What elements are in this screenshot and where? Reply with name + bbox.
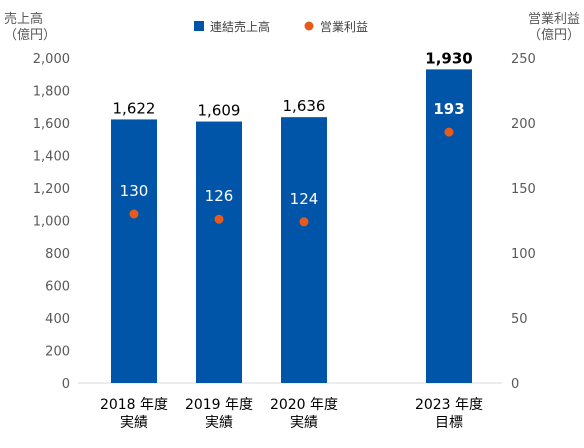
y-left-tick-label: 600 [45,280,70,295]
legend-marker-square [194,21,204,31]
sales-bar [196,121,242,383]
legend-label: 連結売上高 [210,19,270,34]
operating-profit-value-label: 126 [205,187,234,205]
legend-label: 営業利益 [320,20,368,34]
sales-bar [281,117,327,384]
operating-profit-value-label: 124 [290,190,319,208]
y-right-tick-label: 250 [511,52,536,67]
category-label: 実績 [205,415,233,431]
category-label: 実績 [290,415,318,431]
operating-profit-point [444,127,454,137]
sales-bar [111,119,157,384]
operating-profit-value-label: 193 [433,100,464,118]
category-label: 2023 年度 [415,397,483,413]
y-right-tick-label: 0 [511,377,519,392]
y-left-axis-title-line: 売上高 [4,11,43,27]
sales-bar [426,69,472,383]
y-left-tick-label: 1,600 [33,117,70,132]
operating-profit-point [299,217,309,227]
y-right-axis-title-line: 営業利益 [528,11,580,27]
sales-bar-value-label: 1,622 [113,99,156,117]
operating-profit-point [129,209,139,219]
y-right-tick-label: 150 [511,182,536,197]
axes-layer: 売上高（億円）営業利益（億円）02004006008001,0001,2001,… [4,11,580,431]
legend-marker-circle [304,21,314,31]
sales-bar-value-label: 1,636 [283,97,326,115]
y-right-tick-label: 100 [511,247,536,262]
category-label: 2020 年度 [270,397,338,413]
operating-profit-point [214,214,224,224]
y-left-tick-label: 2,000 [33,52,70,67]
operating-profit-value-label: 130 [120,182,149,200]
category-label: 実績 [120,415,148,431]
y-left-tick-label: 200 [45,345,70,360]
category-label: 目標 [435,415,463,431]
category-label: 2019 年度 [185,397,253,413]
bars-layer [111,69,472,384]
y-left-tick-label: 800 [45,247,70,262]
y-left-tick-label: 0 [62,377,70,392]
sales-bar-value-label: 1,930 [425,49,472,67]
y-right-tick-label: 50 [511,312,528,327]
y-left-tick-label: 1,200 [33,182,70,197]
y-left-tick-label: 1,800 [33,85,70,100]
y-left-tick-label: 1,000 [33,215,70,230]
y-left-tick-label: 1,400 [33,150,70,165]
y-left-axis-title-line: （億円） [4,27,56,43]
y-right-tick-label: 200 [511,117,536,132]
y-right-axis-title-line: （億円） [528,27,580,43]
points-layer [129,127,454,227]
labels-layer: 1,622 1,609 1,636 1,930 130 126 124 193 [113,49,473,207]
sales-bar-value-label: 1,609 [198,102,241,120]
legend: 連結売上高 営業利益 [194,19,368,34]
y-left-tick-label: 400 [45,312,70,327]
category-label: 2018 年度 [100,397,168,413]
